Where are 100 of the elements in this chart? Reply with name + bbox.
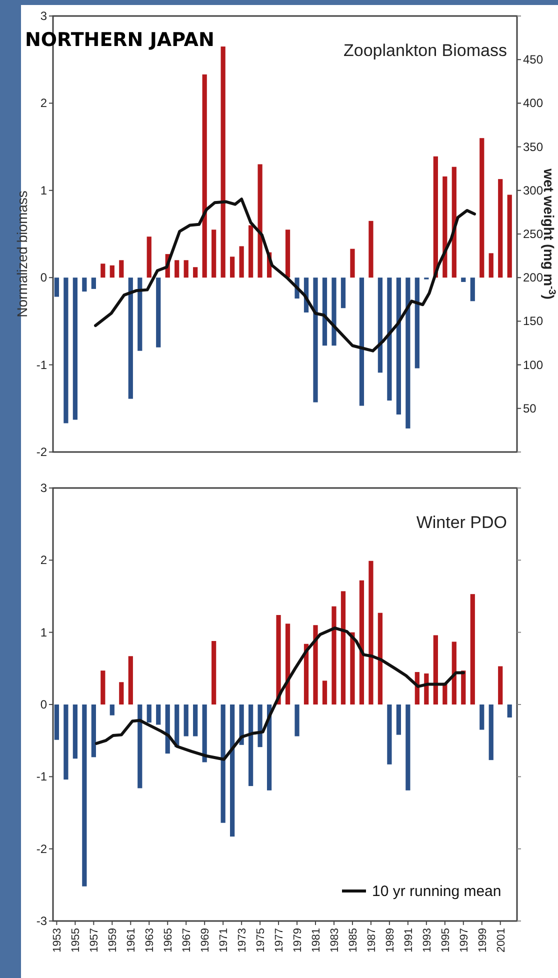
bar [119, 682, 124, 704]
y2-tick-label: 100 [523, 358, 544, 372]
bar [258, 164, 262, 278]
bar [480, 138, 484, 278]
bar [442, 176, 448, 278]
bar [414, 278, 420, 368]
bar [406, 278, 410, 428]
bar [110, 265, 114, 278]
bar [368, 220, 374, 278]
bar [452, 642, 456, 704]
x-tick-label: 1985 [347, 928, 360, 952]
bar [202, 704, 207, 762]
bar [387, 278, 392, 401]
bar [202, 74, 207, 278]
x-tick-label: 1965 [162, 928, 175, 952]
bar [359, 278, 364, 406]
bar [340, 278, 346, 308]
bar [313, 625, 318, 704]
y2-tick-label: 400 [523, 96, 544, 110]
bar [72, 278, 78, 420]
bar [294, 704, 300, 736]
bar [248, 704, 254, 786]
x-tick-label: 1991 [402, 928, 415, 952]
bar [193, 704, 198, 736]
x-tick-label: 1987 [366, 928, 378, 952]
bar [406, 704, 410, 790]
y-tick-label: 0 [40, 270, 48, 285]
bar [82, 704, 87, 886]
bar [64, 278, 68, 424]
bar [119, 260, 124, 278]
bar [488, 253, 494, 278]
bar [174, 260, 180, 278]
bar [313, 278, 318, 402]
bar [507, 704, 512, 718]
y-tick-label: 2 [40, 553, 48, 568]
bar [220, 704, 226, 823]
x-tick-label: 1983 [328, 928, 341, 952]
bar [174, 704, 180, 748]
x-tick-label: 1967 [181, 928, 194, 952]
x-tick-label: 2001 [495, 928, 508, 952]
x-tick-label: 1959 [107, 928, 120, 952]
bar [258, 704, 262, 748]
bar [461, 278, 466, 282]
text: Zooplankton Biomass [344, 41, 507, 60]
y2-tick-label: 200 [523, 270, 544, 285]
bar [368, 560, 374, 704]
x-tick-label: 1977 [274, 928, 286, 952]
x-tick-label: 1981 [310, 928, 322, 952]
bar [193, 267, 198, 278]
bar [146, 704, 152, 723]
y-tick-label: 3 [40, 481, 48, 495]
line-series [94, 626, 465, 761]
y2-tick-label: 450 [523, 52, 544, 67]
bar [332, 278, 336, 346]
bar [91, 278, 96, 289]
y-tick-label: 3 [40, 9, 48, 23]
bar [350, 248, 355, 278]
y-tick-label: 1 [40, 625, 48, 640]
bar [359, 580, 364, 704]
bar [470, 594, 475, 704]
bar [498, 179, 503, 278]
x-tick-label: 1953 [52, 928, 64, 952]
bar [54, 278, 60, 297]
y-tick-label: -3 [36, 914, 48, 928]
x-tick-label: 1963 [144, 928, 156, 952]
x-tick-label: 1997 [458, 928, 470, 952]
y-tick-label: -1 [36, 770, 48, 784]
bar [91, 704, 96, 758]
legend-label: 10 yr running mean [372, 883, 502, 900]
bar [64, 704, 68, 780]
bar [396, 704, 401, 735]
bar [184, 260, 188, 278]
bar [350, 632, 355, 704]
x-tick-label: 1955 [70, 928, 82, 952]
bar [498, 666, 503, 704]
bar [100, 264, 106, 278]
x-tick-label: 1979 [292, 928, 304, 952]
x-tick-label: 1989 [384, 928, 396, 952]
y-tick-label: 2 [40, 96, 48, 110]
bar [378, 278, 383, 373]
bar [396, 278, 401, 415]
bar [156, 278, 161, 348]
x-tick-label: 1993 [421, 928, 434, 952]
bar [230, 256, 235, 278]
bar [322, 278, 328, 346]
y-tick-label: -1 [36, 358, 48, 372]
bar [507, 194, 512, 278]
bar [146, 236, 152, 278]
bar [433, 635, 438, 704]
bar [184, 704, 188, 736]
x-tick-label: 1961 [126, 928, 138, 952]
y2-tick-label: 50 [523, 401, 537, 416]
bar [138, 704, 142, 788]
x-tick-label: 1975 [255, 928, 268, 952]
x-tick-label: 1995 [440, 928, 452, 952]
bar [54, 704, 60, 740]
bar [387, 704, 392, 764]
y-tick-label: 1 [40, 183, 48, 198]
text: Winter PDO [416, 513, 507, 532]
bar [433, 156, 438, 278]
